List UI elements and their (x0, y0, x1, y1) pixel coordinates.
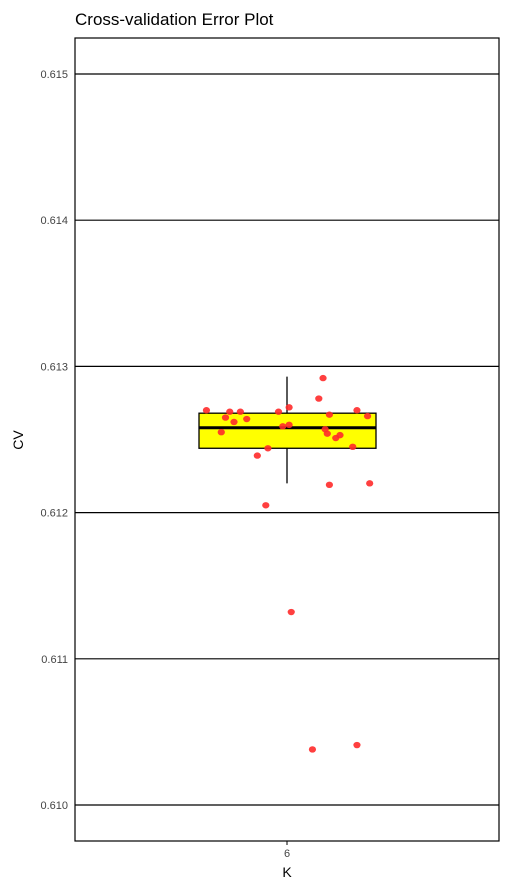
data-point (243, 415, 251, 423)
data-point (221, 414, 230, 421)
data-point (226, 408, 234, 415)
data-point (323, 430, 331, 437)
data-point (262, 502, 270, 509)
data-point (217, 428, 225, 436)
y-tick-label: 0.612 (40, 508, 68, 520)
data-point (279, 423, 287, 430)
grid-lines (75, 73, 499, 806)
data-point (308, 746, 317, 753)
chart-title: Cross-validation Error Plot (75, 10, 274, 29)
jitter-points (202, 374, 374, 753)
data-point (349, 443, 357, 451)
x-axis-title: K (282, 864, 292, 880)
data-point (366, 480, 374, 487)
data-point (319, 374, 327, 382)
boxplot (198, 376, 377, 484)
data-point (285, 404, 293, 411)
y-tick-label: 0.615 (40, 69, 68, 81)
data-point (230, 418, 238, 426)
y-tick-label: 0.611 (41, 654, 68, 666)
y-tick-label: 0.614 (40, 215, 68, 227)
data-point (236, 408, 244, 415)
data-point (353, 741, 361, 749)
data-point (253, 452, 261, 459)
data-point (363, 412, 372, 420)
data-point (274, 408, 283, 415)
data-point (325, 481, 333, 489)
data-point (336, 431, 344, 439)
data-point (315, 395, 323, 402)
data-point (264, 445, 272, 452)
data-point (285, 421, 293, 429)
y-tick-label: 0.613 (40, 361, 68, 373)
iqr-box (198, 412, 377, 449)
data-point (202, 407, 211, 414)
y-tick-label: 0.610 (40, 800, 68, 812)
data-point (325, 411, 333, 418)
data-point (287, 608, 295, 616)
y-tick-labels: 0.610 0.611 0.612 0.613 0.614 0.615 (40, 69, 68, 812)
x-tick-label: 6 (284, 848, 290, 860)
x-tick-labels: 6 (284, 841, 290, 860)
data-point (353, 407, 361, 414)
y-axis-title: CV (10, 430, 26, 450)
